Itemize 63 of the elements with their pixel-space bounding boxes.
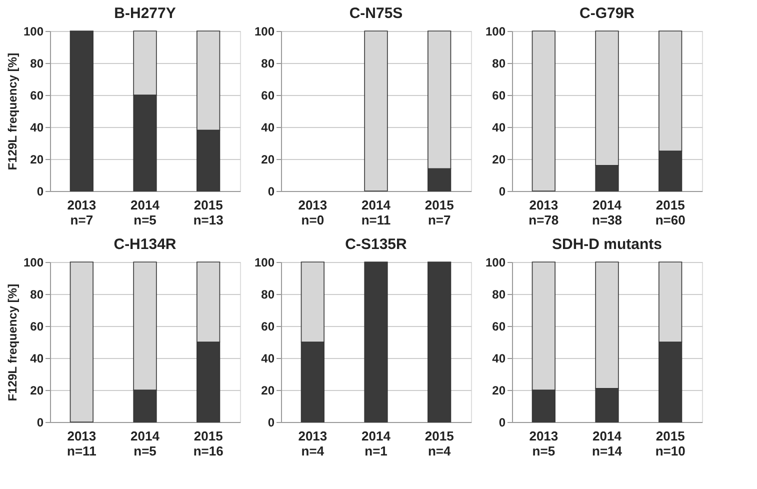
y-tick-label: 60 bbox=[261, 88, 275, 102]
y-tick-label: 20 bbox=[492, 384, 506, 398]
x-tick-label: 2015 n=60 bbox=[655, 198, 686, 228]
y-tick-label: 20 bbox=[261, 384, 275, 398]
x-tick-label: 2015 n=16 bbox=[193, 428, 224, 458]
y-tick-label: 0 bbox=[36, 184, 44, 198]
y-axis-title: F129L frequency [%] bbox=[5, 52, 20, 170]
x-tick-label: 2013 n=7 bbox=[67, 198, 96, 228]
y-tick-label: 80 bbox=[492, 288, 506, 302]
chart-title: SDH-D mutants bbox=[552, 236, 662, 253]
x-tick-label: 2013 n=5 bbox=[529, 428, 558, 458]
y-tick-label: 40 bbox=[30, 352, 44, 366]
chart-title: C-S135R bbox=[345, 236, 408, 253]
y-tick-label: 60 bbox=[30, 88, 44, 102]
y-tick-label: 60 bbox=[30, 320, 44, 334]
x-tick-label: 2013 n=0 bbox=[298, 198, 328, 228]
y-tick-label: 80 bbox=[261, 56, 275, 70]
y-tick-label: 100 bbox=[23, 24, 44, 38]
x-tick-label: 2014 n=5 bbox=[130, 428, 160, 458]
x-tick-label: 2014 n=38 bbox=[592, 198, 622, 228]
x-tick-label: 2013 n=4 bbox=[298, 428, 328, 458]
chart-title: C-N75S bbox=[349, 5, 403, 22]
y-tick-label: 40 bbox=[261, 120, 275, 134]
y-tick-label: 40 bbox=[492, 120, 506, 134]
y-tick-label: 20 bbox=[261, 152, 275, 166]
y-tick-label: 20 bbox=[492, 152, 506, 166]
y-axis-title: F129L frequency [%] bbox=[5, 284, 20, 402]
x-tick-label: 2015 n=10 bbox=[655, 428, 686, 458]
y-tick-label: 40 bbox=[30, 120, 44, 134]
y-tick-label: 80 bbox=[30, 56, 44, 70]
chart-title: B-H277Y bbox=[114, 5, 176, 22]
y-tick-label: 100 bbox=[485, 24, 506, 38]
x-tick-label: 2014 n=14 bbox=[592, 428, 623, 458]
y-tick-label: 20 bbox=[30, 152, 44, 166]
y-tick-label: 40 bbox=[492, 352, 506, 366]
y-tick-label: 0 bbox=[268, 184, 275, 198]
x-tick-label: 2014 n=1 bbox=[362, 428, 392, 458]
x-tick-label: 2015 n=13 bbox=[193, 198, 224, 228]
chart-title: C-G79R bbox=[579, 5, 635, 22]
x-tick-label: 2013 n=11 bbox=[67, 428, 96, 458]
x-tick-label: 2014 n=5 bbox=[130, 198, 160, 228]
y-tick-label: 60 bbox=[492, 320, 506, 334]
x-tick-label: 2015 n=4 bbox=[424, 428, 454, 458]
y-tick-label: 40 bbox=[261, 352, 275, 366]
x-tick-label: 2015 n=7 bbox=[424, 198, 454, 228]
x-tick-label: 2013 n=78 bbox=[528, 198, 559, 228]
y-tick-label: 100 bbox=[485, 256, 506, 270]
y-tick-label: 0 bbox=[36, 416, 44, 430]
y-tick-label: 80 bbox=[261, 288, 275, 302]
chart-title: C-H134R bbox=[114, 236, 176, 253]
y-tick-label: 100 bbox=[254, 256, 275, 270]
y-tick-label: 0 bbox=[268, 416, 275, 430]
y-tick-label: 20 bbox=[30, 384, 44, 398]
y-tick-label: 100 bbox=[254, 24, 275, 38]
y-tick-label: 80 bbox=[492, 56, 506, 70]
y-tick-label: 0 bbox=[498, 416, 506, 430]
y-tick-label: 80 bbox=[30, 288, 44, 302]
x-tick-label: 2014 n=11 bbox=[361, 198, 392, 228]
y-tick-label: 60 bbox=[261, 320, 275, 334]
y-tick-label: 100 bbox=[23, 256, 44, 270]
bar bbox=[70, 30, 94, 192]
y-tick-label: 0 bbox=[498, 184, 506, 198]
y-tick-label: 60 bbox=[492, 88, 506, 102]
